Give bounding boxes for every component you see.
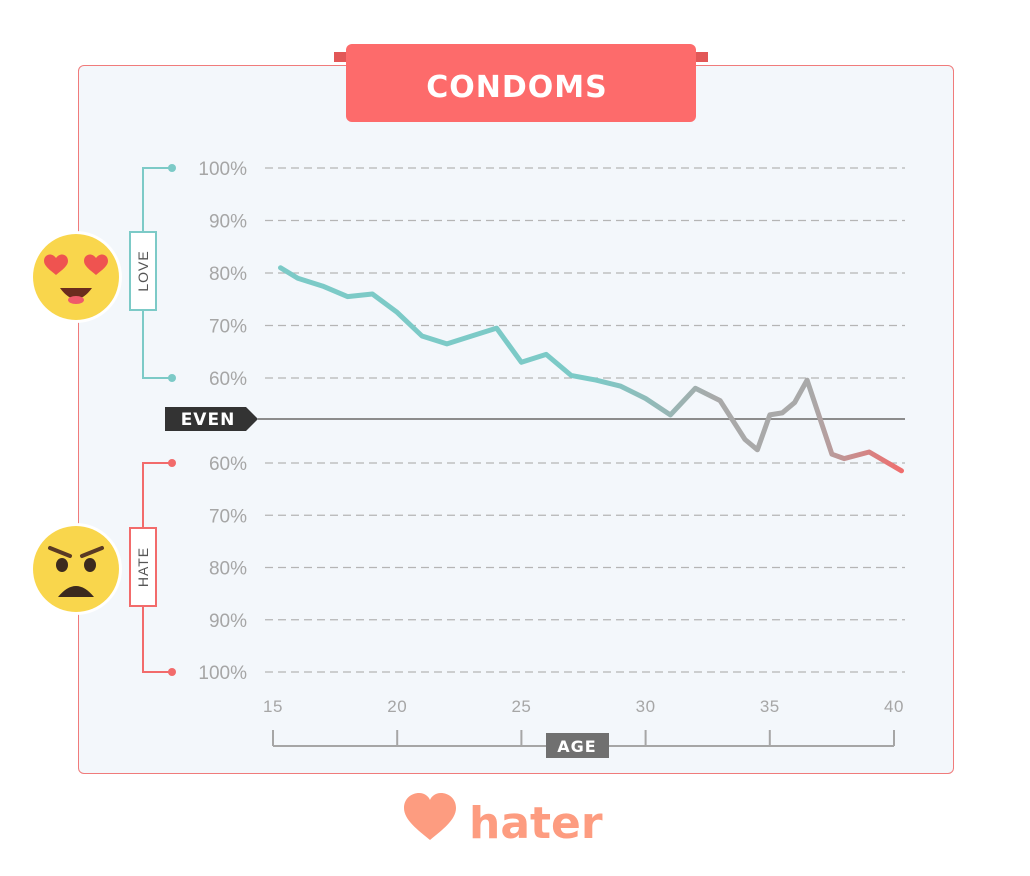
x-axis-label-badge	[546, 733, 609, 758]
x-tick-label: 30	[636, 697, 656, 716]
even-label: EVEN	[181, 410, 236, 430]
y-tick-label: 80%	[209, 264, 247, 285]
series-line-group	[278, 265, 904, 474]
angry-face-emoji-icon	[30, 523, 122, 615]
love-bracket: LOVE	[129, 164, 176, 382]
y-tick-label: 70%	[209, 506, 247, 527]
series-line	[278, 265, 904, 474]
x-tick-label: 25	[511, 697, 531, 716]
y-tick-labels: 100% 90% 80% 70% 60% 60% 70% 80% 90% 100%	[198, 159, 247, 684]
x-tick-label: 15	[263, 697, 283, 716]
y-tick-label: 90%	[209, 212, 247, 233]
x-tick-label: 20	[387, 697, 407, 716]
y-tick-label: 100%	[198, 159, 247, 180]
x-tick-label: 35	[760, 697, 780, 716]
gridlines	[265, 167, 905, 673]
x-tick-label: 40	[884, 697, 904, 716]
title-banner-bg	[346, 44, 696, 122]
y-tick-label: 60%	[209, 369, 247, 390]
even-badge: EVEN	[165, 407, 258, 431]
y-tick-label: 80%	[209, 559, 247, 580]
y-tick-label: 70%	[209, 317, 247, 338]
title-banner: CONDOMS	[334, 44, 708, 122]
x-axis-label: AGE	[557, 737, 596, 756]
heart-eyes-emoji-icon	[30, 231, 122, 323]
hate-label: HATE	[135, 547, 151, 587]
brand-logo: hater	[404, 793, 603, 849]
y-tick-label: 60%	[209, 454, 247, 475]
brand-name: hater	[469, 798, 603, 849]
hate-bracket: HATE	[129, 459, 176, 676]
love-label: LOVE	[135, 250, 151, 291]
y-tick-label: 100%	[198, 663, 247, 684]
y-tick-label: 90%	[209, 611, 247, 632]
chart-title: CONDOMS	[426, 70, 608, 105]
heart-logo-icon	[404, 793, 456, 840]
